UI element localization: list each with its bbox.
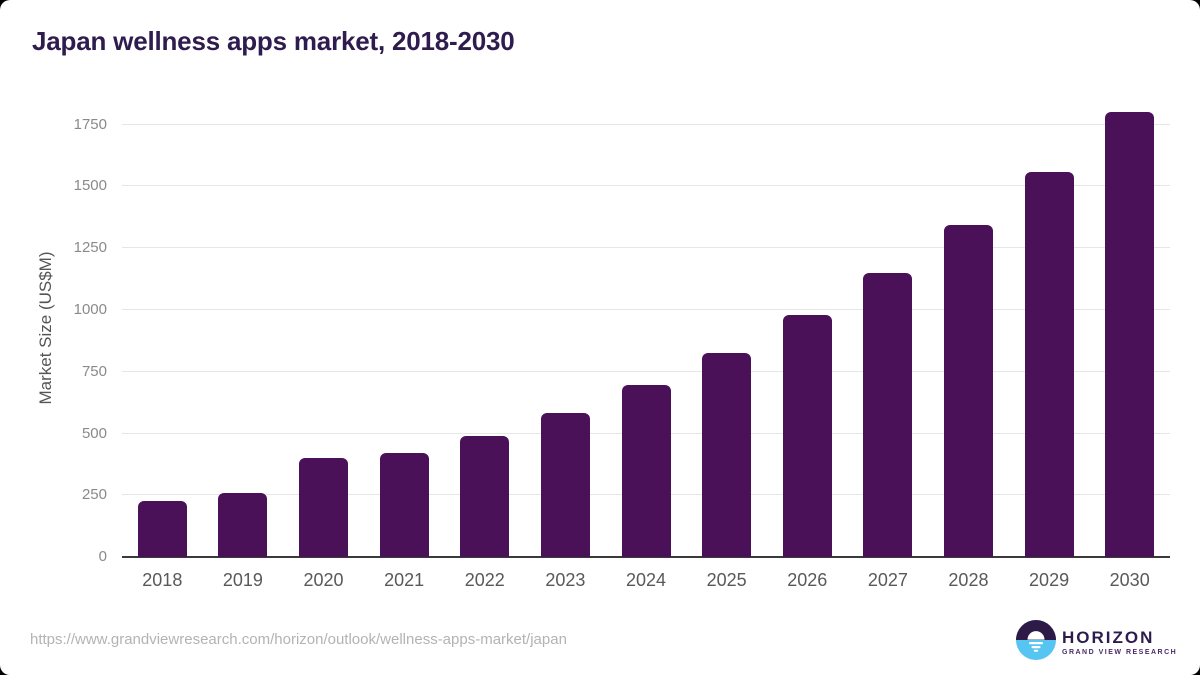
logo-name: HORIZON: [1062, 627, 1155, 647]
x-tick-label-2029: 2029: [1029, 570, 1070, 590]
source-url: https://www.grandviewresearch.com/horizo…: [30, 631, 567, 648]
plot-area: [122, 100, 1170, 558]
horizon-sun-icon: [1016, 620, 1056, 665]
x-axis-ticks: 2018 2019 2020 2021 2022 2023 2024 2025 2026 2027…: [122, 568, 1170, 592]
bar-2021: [379, 453, 429, 557]
gridline-1000: [122, 308, 1170, 310]
x-tick-label-2028: 2028: [948, 570, 989, 590]
y-tick-label-750: 750: [81, 362, 107, 380]
x-tick-label-2026: 2026: [787, 570, 828, 590]
y-tick-label-1500: 1500: [73, 177, 107, 195]
x-axis-line: [122, 556, 1170, 558]
bar-2029: [1024, 171, 1074, 557]
y-tick-label-1000: 1000: [73, 300, 107, 318]
bar-2019: [218, 492, 268, 557]
x-tick-label-2021: 2021: [384, 570, 425, 590]
bar-2025: [702, 353, 752, 557]
bar-2028: [943, 224, 993, 557]
bar-2023: [540, 412, 590, 557]
y-tick-label-1750: 1750: [73, 115, 107, 133]
bar-2030: [1105, 112, 1155, 557]
gridline-750: [122, 370, 1170, 372]
x-tick-label-2019: 2019: [222, 570, 263, 590]
bar-2024: [621, 385, 671, 557]
y-tick-label-250: 250: [81, 486, 107, 504]
logo-subtitle: GRAND VIEW RESEARCH: [1062, 648, 1178, 656]
x-tick-label-2027: 2027: [867, 570, 908, 590]
y-tick-label-500: 500: [81, 424, 107, 442]
x-tick-label-2022: 2022: [464, 570, 505, 590]
chart-title: Japan wellness apps market, 2018-2030: [32, 26, 515, 56]
y-tick-label-0: 0: [98, 548, 107, 565]
bar-2026: [782, 314, 832, 557]
bar-2027: [863, 272, 913, 557]
bar-2022: [460, 435, 510, 557]
y-tick-label-1250: 1250: [73, 239, 107, 257]
bar-2018: [137, 501, 187, 557]
gridline-1750: [122, 123, 1170, 125]
gridline-1500: [122, 185, 1170, 187]
x-tick-label-2024: 2024: [625, 570, 667, 590]
bar-2020: [299, 458, 349, 557]
gridline-1250: [122, 247, 1170, 249]
x-tick-label-2023: 2023: [545, 570, 586, 590]
x-tick-label-2025: 2025: [706, 570, 747, 590]
y-axis-ticks: 0 250 500 750 1000 1250 1500 1750: [0, 100, 113, 565]
x-tick-label-2030: 2030: [1109, 570, 1150, 590]
horizon-logo-text: HORIZON GRAND VIEW RESEARCH: [1062, 627, 1178, 657]
x-tick-label-2018: 2018: [142, 570, 183, 590]
horizon-logo: HORIZON GRAND VIEW RESEARCH: [1016, 620, 1177, 665]
x-tick-label-2020: 2020: [303, 570, 344, 590]
